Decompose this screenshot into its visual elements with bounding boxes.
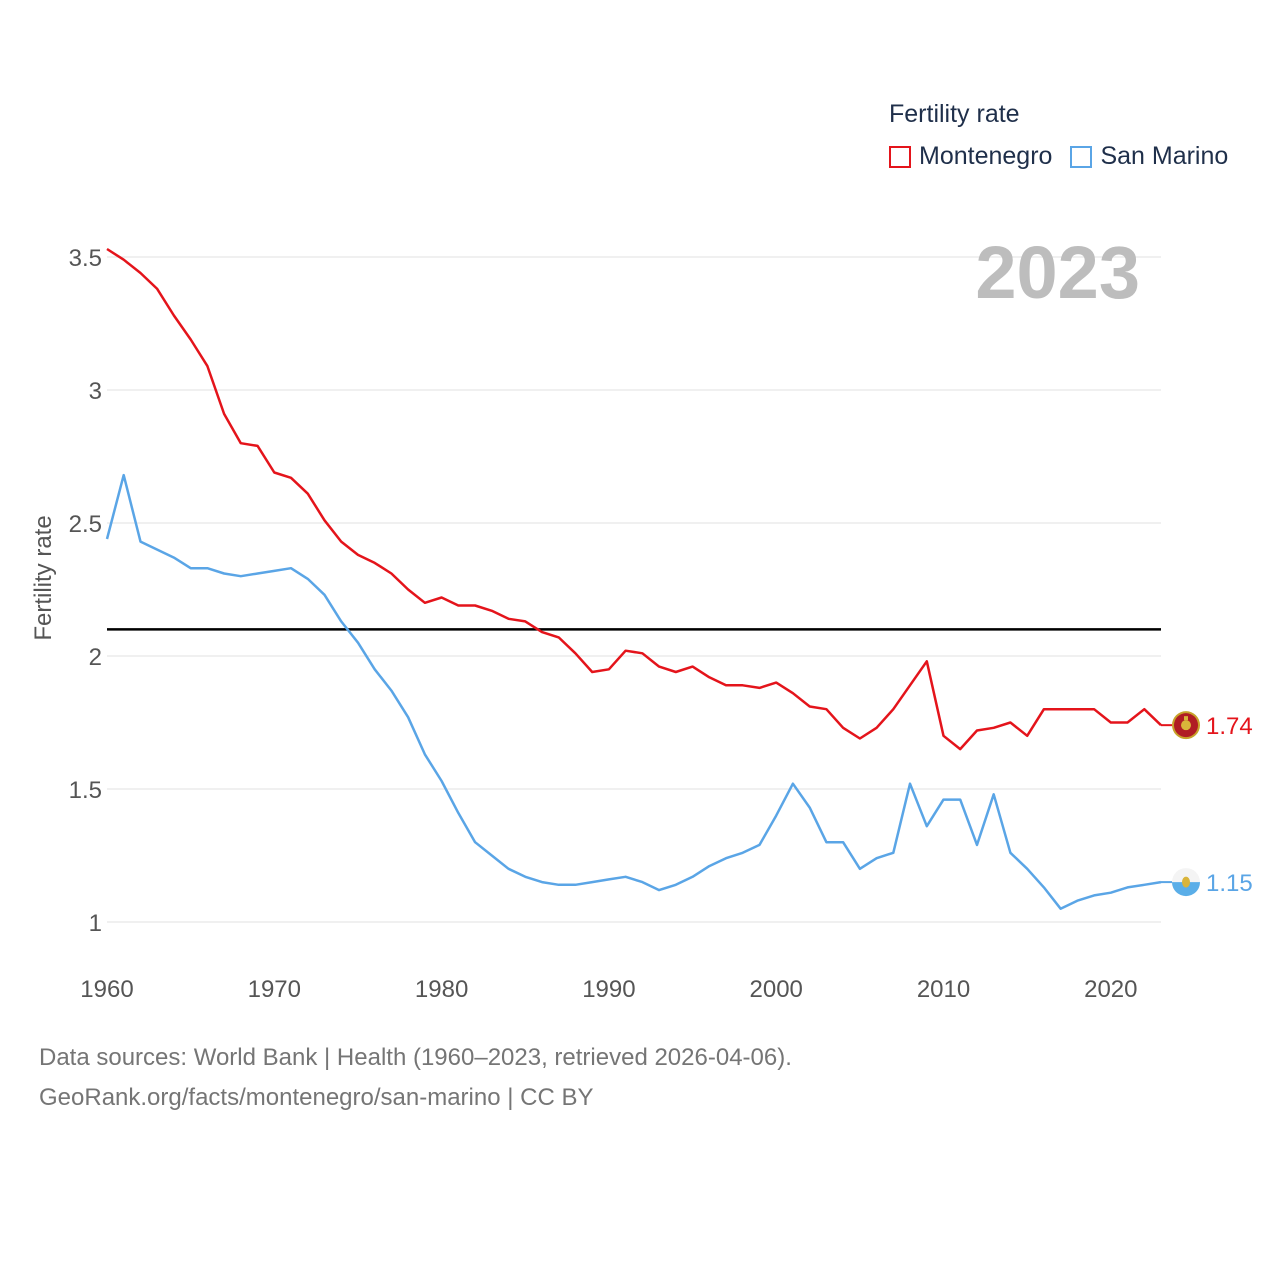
year-watermark: 2023 xyxy=(975,231,1140,314)
legend-swatch-montenegro xyxy=(889,145,911,168)
y-tick-label: 2.5 xyxy=(69,511,102,538)
y-tick-label: 1.5 xyxy=(69,777,102,804)
end-value-label-montenegro: 1.74 xyxy=(1206,713,1253,740)
end-value-label-san-marino: 1.15 xyxy=(1206,870,1253,897)
y-tick-label: 2 xyxy=(89,644,102,671)
y-axis-label: Fertility rate xyxy=(30,515,57,640)
x-tick-label: 1960 xyxy=(80,976,133,1003)
legend-item-san-marino[interactable]: San Marino xyxy=(1070,142,1228,171)
x-tick-label: 1980 xyxy=(415,976,468,1003)
footer-credit: GeoRank.org/facts/montenegro/san-marino … xyxy=(39,1084,594,1111)
x-tick-label: 2010 xyxy=(917,976,970,1003)
footer-source: Data sources: World Bank | Health (1960–… xyxy=(39,1044,792,1071)
y-tick-label: 3.5 xyxy=(69,245,102,272)
legend-swatch-san-marino xyxy=(1070,145,1093,168)
montenegro-flag-icon xyxy=(1172,711,1200,740)
legend-label-montenegro: Montenegro xyxy=(919,142,1053,170)
legend-title: Fertility rate xyxy=(889,100,1020,128)
x-tick-label: 2020 xyxy=(1084,976,1137,1003)
legend: Montenegro San Marino xyxy=(889,142,1246,171)
series-line-montenegro[interactable] xyxy=(106,247,1162,751)
series-line-san-marino[interactable] xyxy=(105,473,1162,910)
y-tick-label: 1 xyxy=(89,910,102,937)
x-tick-label: 1990 xyxy=(582,976,635,1003)
legend-label-san-marino: San Marino xyxy=(1100,142,1229,170)
legend-item-montenegro[interactable]: Montenegro xyxy=(889,142,1052,171)
x-tick-label: 1970 xyxy=(248,976,301,1003)
x-tick-label: 2000 xyxy=(750,976,803,1003)
san-marino-flag-icon xyxy=(1172,868,1200,897)
y-tick-label: 3 xyxy=(89,378,102,405)
